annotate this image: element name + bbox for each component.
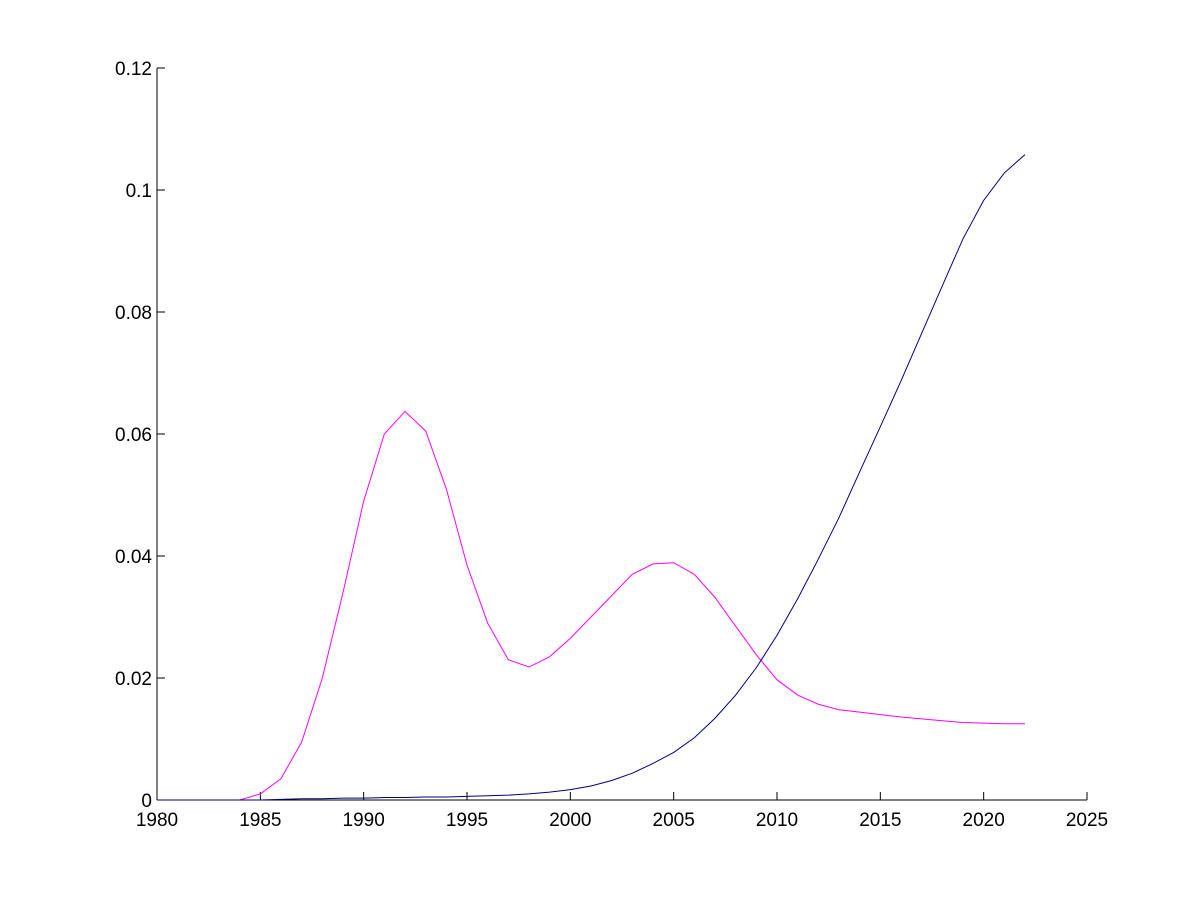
x-tick-label: 2000 [549,810,591,831]
y-tick-label: 0.1 [126,181,152,202]
x-tick-label: 2020 [963,810,1005,831]
x-tick-label: 2025 [1066,810,1108,831]
y-tick-label: 0.12 [115,59,152,80]
x-tick-label: 1990 [343,810,385,831]
y-tick-label: 0.02 [115,669,152,690]
x-tick-label: 1985 [239,810,281,831]
plot-axes: 1980 1985 1990 1995 2000 2005 2010 2015 2020 2025… [115,59,1108,831]
x-tick-label: 1980 [136,810,178,831]
plot-lines [157,154,1026,801]
series-line-1 [157,410,1025,801]
x-tick-label: 2010 [756,810,798,831]
x-tick-label: 2015 [859,810,901,831]
y-tick-label: 0.04 [115,547,152,568]
y-tick-label: 0.08 [115,303,152,324]
x-tick-label: 2005 [653,810,695,831]
x-tick-label: 1995 [446,810,488,831]
y-tick-label: 0 [141,791,152,812]
y-tick-label: 0.06 [115,425,152,446]
series-line-2 [157,154,1026,801]
